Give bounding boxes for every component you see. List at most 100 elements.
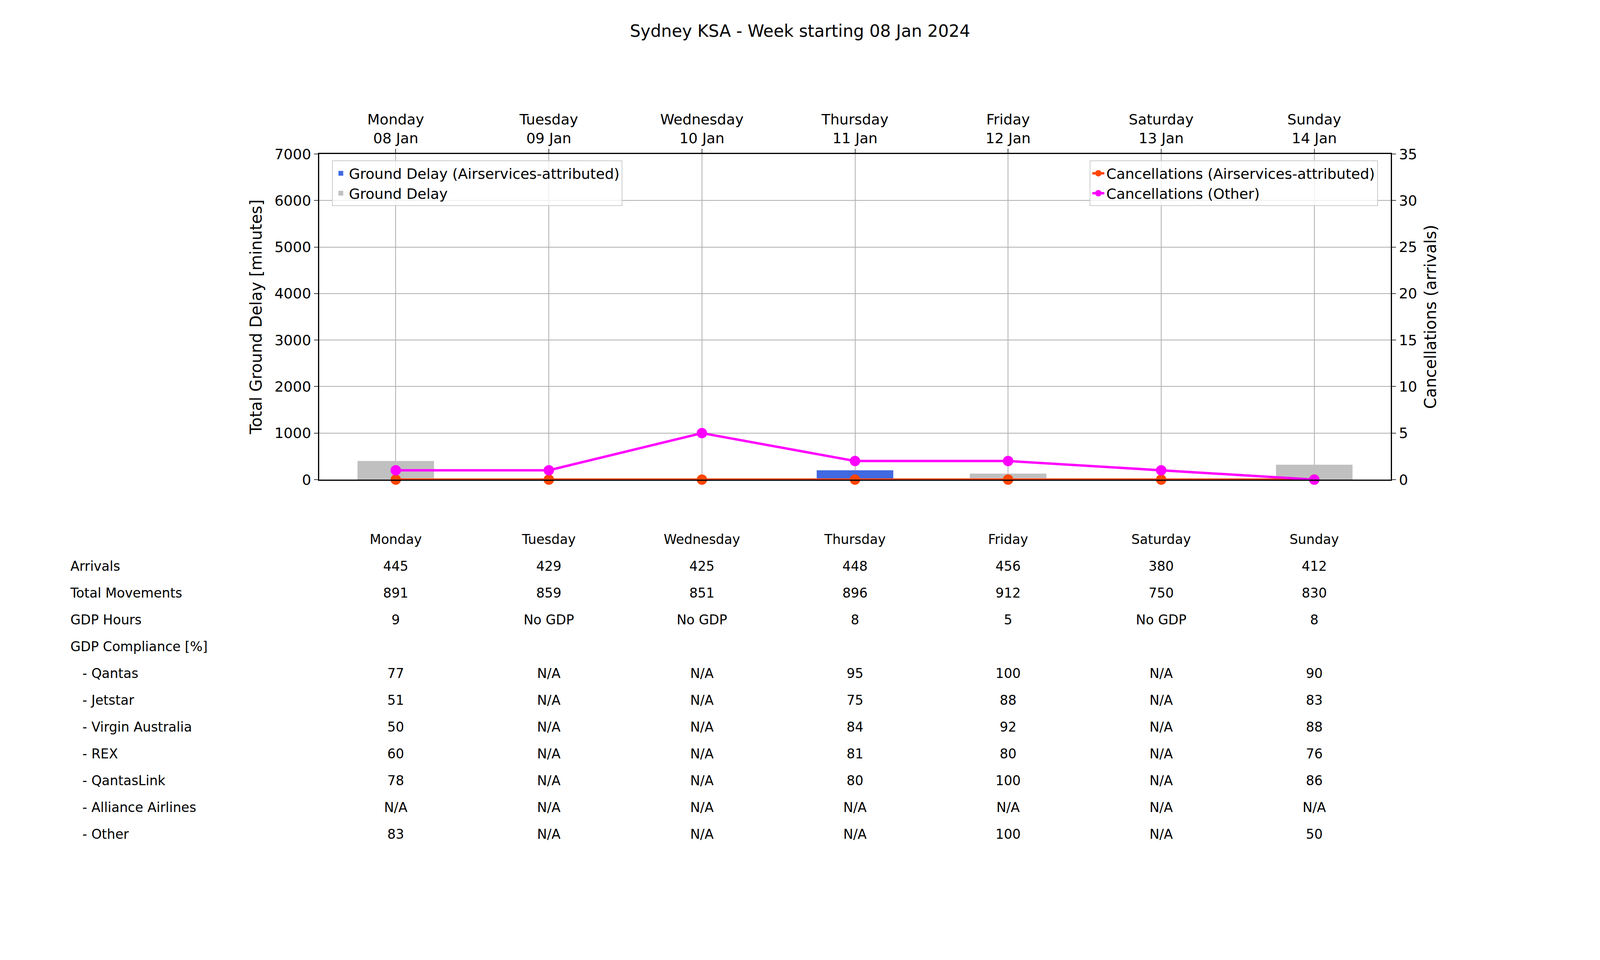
html-text:- Alliance Airlines: - Alliance Airlines: [82, 799, 197, 816]
svg-text:2000: 2000: [274, 378, 312, 395]
svg-text:Thursday11 Jan: Thursday11 Jan: [821, 111, 889, 147]
html-text:Saturday: Saturday: [1131, 531, 1191, 548]
html-text:N/A: N/A: [537, 719, 561, 735]
html-text:75: 75: [846, 692, 864, 708]
html-text:95: 95: [846, 665, 864, 682]
svg-text:5000: 5000: [274, 238, 312, 256]
html-text:92: 92: [999, 719, 1017, 735]
svg-text:7000: 7000: [274, 146, 312, 163]
html-text:100: 100: [995, 772, 1021, 789]
svg-text:3000: 3000: [274, 332, 312, 349]
html-text:83: 83: [1305, 692, 1323, 708]
html-text:912: 912: [995, 585, 1021, 601]
html-text:445: 445: [383, 558, 409, 574]
html-text:- QantasLink: - QantasLink: [82, 772, 166, 789]
html-text:N/A: N/A: [384, 799, 408, 816]
html-text:77: 77: [387, 665, 405, 682]
html-text:- Jetstar: - Jetstar: [82, 692, 135, 708]
html-text:N/A: N/A: [996, 799, 1020, 816]
svg-text:Tuesday09 Jan: Tuesday09 Jan: [519, 111, 578, 147]
html-text:851: 851: [689, 585, 715, 601]
html-text:No GDP: No GDP: [523, 612, 575, 628]
html-text:GDP Hours: GDP Hours: [70, 612, 142, 628]
svg-text:4000: 4000: [274, 285, 312, 302]
svg-text:Monday08 Jan: Monday08 Jan: [367, 111, 424, 147]
html-text:N/A: N/A: [1149, 719, 1173, 735]
svg-text:6000: 6000: [274, 192, 312, 209]
svg-text:Cancellations (Other): Cancellations (Other): [1106, 185, 1260, 202]
html-text:N/A: N/A: [537, 665, 561, 682]
svg-text:Ground Delay: Ground Delay: [348, 185, 448, 202]
html-text:Total Movements: Total Movements: [70, 585, 183, 601]
svg-text:15: 15: [1398, 332, 1418, 349]
html-text:380: 380: [1148, 558, 1174, 574]
svg-text:0: 0: [1398, 471, 1408, 488]
html-text:86: 86: [1305, 772, 1323, 789]
html-text:100: 100: [995, 665, 1021, 682]
svg-text:Sydney KSA - Week starting 08: Sydney KSA - Week starting 08 Jan 2024: [630, 21, 971, 41]
svg-text:30: 30: [1398, 192, 1418, 209]
html-text:425: 425: [689, 558, 715, 574]
html-text:448: 448: [842, 558, 868, 574]
html-text:Friday: Friday: [988, 531, 1029, 548]
html-text:429: 429: [536, 558, 562, 574]
html-text:90: 90: [1305, 665, 1323, 682]
html-text:84: 84: [846, 719, 864, 735]
html-text:N/A: N/A: [1149, 692, 1173, 708]
html-text:Sunday: Sunday: [1289, 531, 1339, 548]
html-text:Arrivals: Arrivals: [70, 558, 121, 574]
html-text:- Virgin Australia: - Virgin Australia: [82, 719, 192, 735]
svg-text:35: 35: [1398, 146, 1418, 163]
html-text:891: 891: [383, 585, 409, 601]
html-text:N/A: N/A: [537, 772, 561, 789]
svg-text:Saturday13 Jan: Saturday13 Jan: [1128, 111, 1194, 147]
html-text:N/A: N/A: [690, 772, 714, 789]
svg-text:Friday12 Jan: Friday12 Jan: [985, 111, 1031, 147]
html-text:50: 50: [387, 719, 405, 735]
html-text:- REX: - REX: [82, 746, 118, 762]
svg-text:0: 0: [302, 471, 312, 488]
svg-text:20: 20: [1398, 285, 1418, 302]
html-text:N/A: N/A: [1149, 665, 1173, 682]
html-text:830: 830: [1301, 585, 1327, 601]
html-text:N/A: N/A: [843, 799, 867, 816]
html-text:78: 78: [387, 772, 405, 789]
html-text:Tuesday: Tuesday: [521, 531, 576, 548]
html-text:N/A: N/A: [690, 719, 714, 735]
html-text:88: 88: [1305, 719, 1323, 735]
html-text:750: 750: [1148, 585, 1174, 601]
html-text:80: 80: [846, 772, 864, 789]
html-text:N/A: N/A: [1302, 799, 1326, 816]
html-text:60: 60: [387, 746, 405, 762]
html-text:Monday: Monday: [369, 531, 422, 548]
html-text:No GDP: No GDP: [1135, 612, 1187, 628]
svg-text:5: 5: [1398, 424, 1408, 442]
html-text:No GDP: No GDP: [676, 612, 728, 628]
html-text:N/A: N/A: [537, 799, 561, 816]
html-text:GDP Compliance [%]: GDP Compliance [%]: [70, 638, 208, 655]
html-text:88: 88: [999, 692, 1017, 708]
html-text:412: 412: [1301, 558, 1327, 574]
html-text:859: 859: [536, 585, 562, 601]
html-text:Thursday: Thursday: [824, 531, 886, 548]
svg-text:10: 10: [1398, 378, 1418, 395]
html-text:N/A: N/A: [690, 665, 714, 682]
html-text:N/A: N/A: [1149, 799, 1173, 816]
html-text:51: 51: [387, 692, 405, 708]
html-text:N/A: N/A: [537, 692, 561, 708]
html-text:896: 896: [842, 585, 868, 601]
html-text:456: 456: [995, 558, 1021, 574]
html-text:N/A: N/A: [690, 692, 714, 708]
svg-text:25: 25: [1398, 238, 1418, 256]
html-text:- Qantas: - Qantas: [82, 665, 139, 682]
svg-text:Total Ground Delay [minutes]: Total Ground Delay [minutes]: [246, 199, 266, 435]
svg-text:Cancellations (Airservices-att: Cancellations (Airservices-attributed): [1106, 165, 1375, 182]
svg-text:Wednesday10 Jan: Wednesday10 Jan: [660, 111, 744, 147]
html-text:N/A: N/A: [690, 799, 714, 816]
html-text:Wednesday: Wednesday: [663, 531, 741, 548]
svg-text:1000: 1000: [274, 424, 312, 442]
svg-text:Sunday14 Jan: Sunday14 Jan: [1287, 111, 1342, 147]
html-text:N/A: N/A: [1149, 772, 1173, 789]
svg-text:Ground Delay (Airservices-attr: Ground Delay (Airservices-attributed): [348, 165, 620, 182]
svg-text:Cancellations (arrivals): Cancellations (arrivals): [1421, 224, 1440, 409]
